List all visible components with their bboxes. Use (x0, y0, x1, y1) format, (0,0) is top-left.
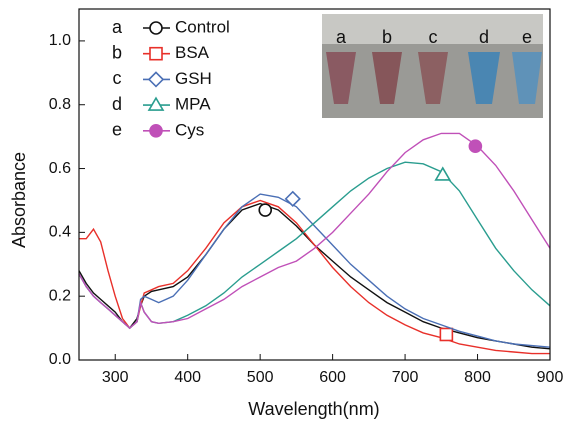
x-tick-label: 800 (464, 369, 491, 386)
x-tick-label: 600 (319, 369, 346, 386)
legend-marker (149, 46, 163, 61)
legend-letter: e (112, 120, 122, 140)
marker (258, 203, 273, 217)
legend-marker (147, 71, 165, 88)
legend-letter: b (112, 42, 122, 62)
legend-label: GSH (175, 69, 212, 88)
y-tick-label: 0.4 (49, 224, 71, 241)
y-tick-label: 1.0 (49, 32, 71, 49)
photo-top (322, 14, 543, 44)
tube (468, 52, 500, 104)
marker (468, 139, 483, 154)
plot-frame (78, 8, 551, 361)
marker (434, 166, 452, 181)
inset-label: a (336, 27, 347, 47)
legend-marker (149, 124, 163, 138)
x-tick-label: 900 (537, 369, 564, 386)
y-tick-label: 0.0 (49, 351, 71, 368)
series-line (78, 193, 551, 348)
legend-marker (149, 21, 163, 35)
tube (326, 52, 356, 104)
x-tick-label: 300 (102, 369, 129, 386)
series-line (78, 132, 551, 330)
inset-label: b (382, 27, 392, 47)
y-tick-label: 0.6 (49, 160, 71, 177)
tube (418, 52, 448, 104)
marker (284, 190, 301, 207)
legend-label: MPA (175, 95, 211, 114)
x-axis-title: Wavelength(nm) (248, 399, 379, 419)
legend-label: BSA (175, 43, 210, 62)
x-tick-label: 500 (247, 369, 274, 386)
legend-letter: a (112, 17, 123, 37)
tube (512, 52, 542, 104)
x-tick-label: 700 (392, 369, 419, 386)
marker (439, 327, 454, 342)
tube (372, 52, 402, 104)
x-tick-label: 400 (174, 369, 201, 386)
y-tick-label: 0.2 (49, 287, 71, 304)
legend-letter: c (113, 68, 122, 88)
inset-label: e (522, 27, 532, 47)
inset-label: d (479, 27, 489, 47)
legend-letter: d (112, 94, 122, 114)
legend-label: Control (175, 17, 230, 36)
legend-label: Cys (175, 120, 204, 139)
inset-label: c (429, 27, 438, 47)
y-axis-title: Absorbance (9, 152, 29, 248)
y-tick-label: 0.8 (49, 96, 71, 113)
legend-marker (147, 96, 165, 111)
inset-photo (322, 14, 543, 118)
